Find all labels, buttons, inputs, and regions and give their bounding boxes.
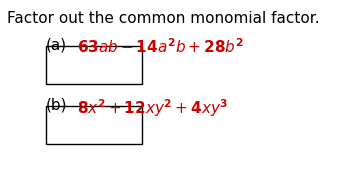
FancyBboxPatch shape: [46, 106, 142, 144]
Text: (a): (a): [46, 37, 67, 52]
Text: $\mathbf{63}\mathit{ab} - \mathbf{14}\mathit{a}^{\mathbf{2}}\mathit{b} + \mathbf: $\mathbf{63}\mathit{ab} - \mathbf{14}\ma…: [77, 37, 244, 56]
Text: (b): (b): [46, 97, 67, 112]
Text: Factor out the common monomial factor.: Factor out the common monomial factor.: [7, 11, 319, 26]
FancyBboxPatch shape: [46, 46, 142, 84]
Text: $\mathbf{8}\mathit{x}^{\mathbf{2}} + \mathbf{12}\mathit{xy}^{\mathbf{2}} + \math: $\mathbf{8}\mathit{x}^{\mathbf{2}} + \ma…: [77, 97, 228, 119]
